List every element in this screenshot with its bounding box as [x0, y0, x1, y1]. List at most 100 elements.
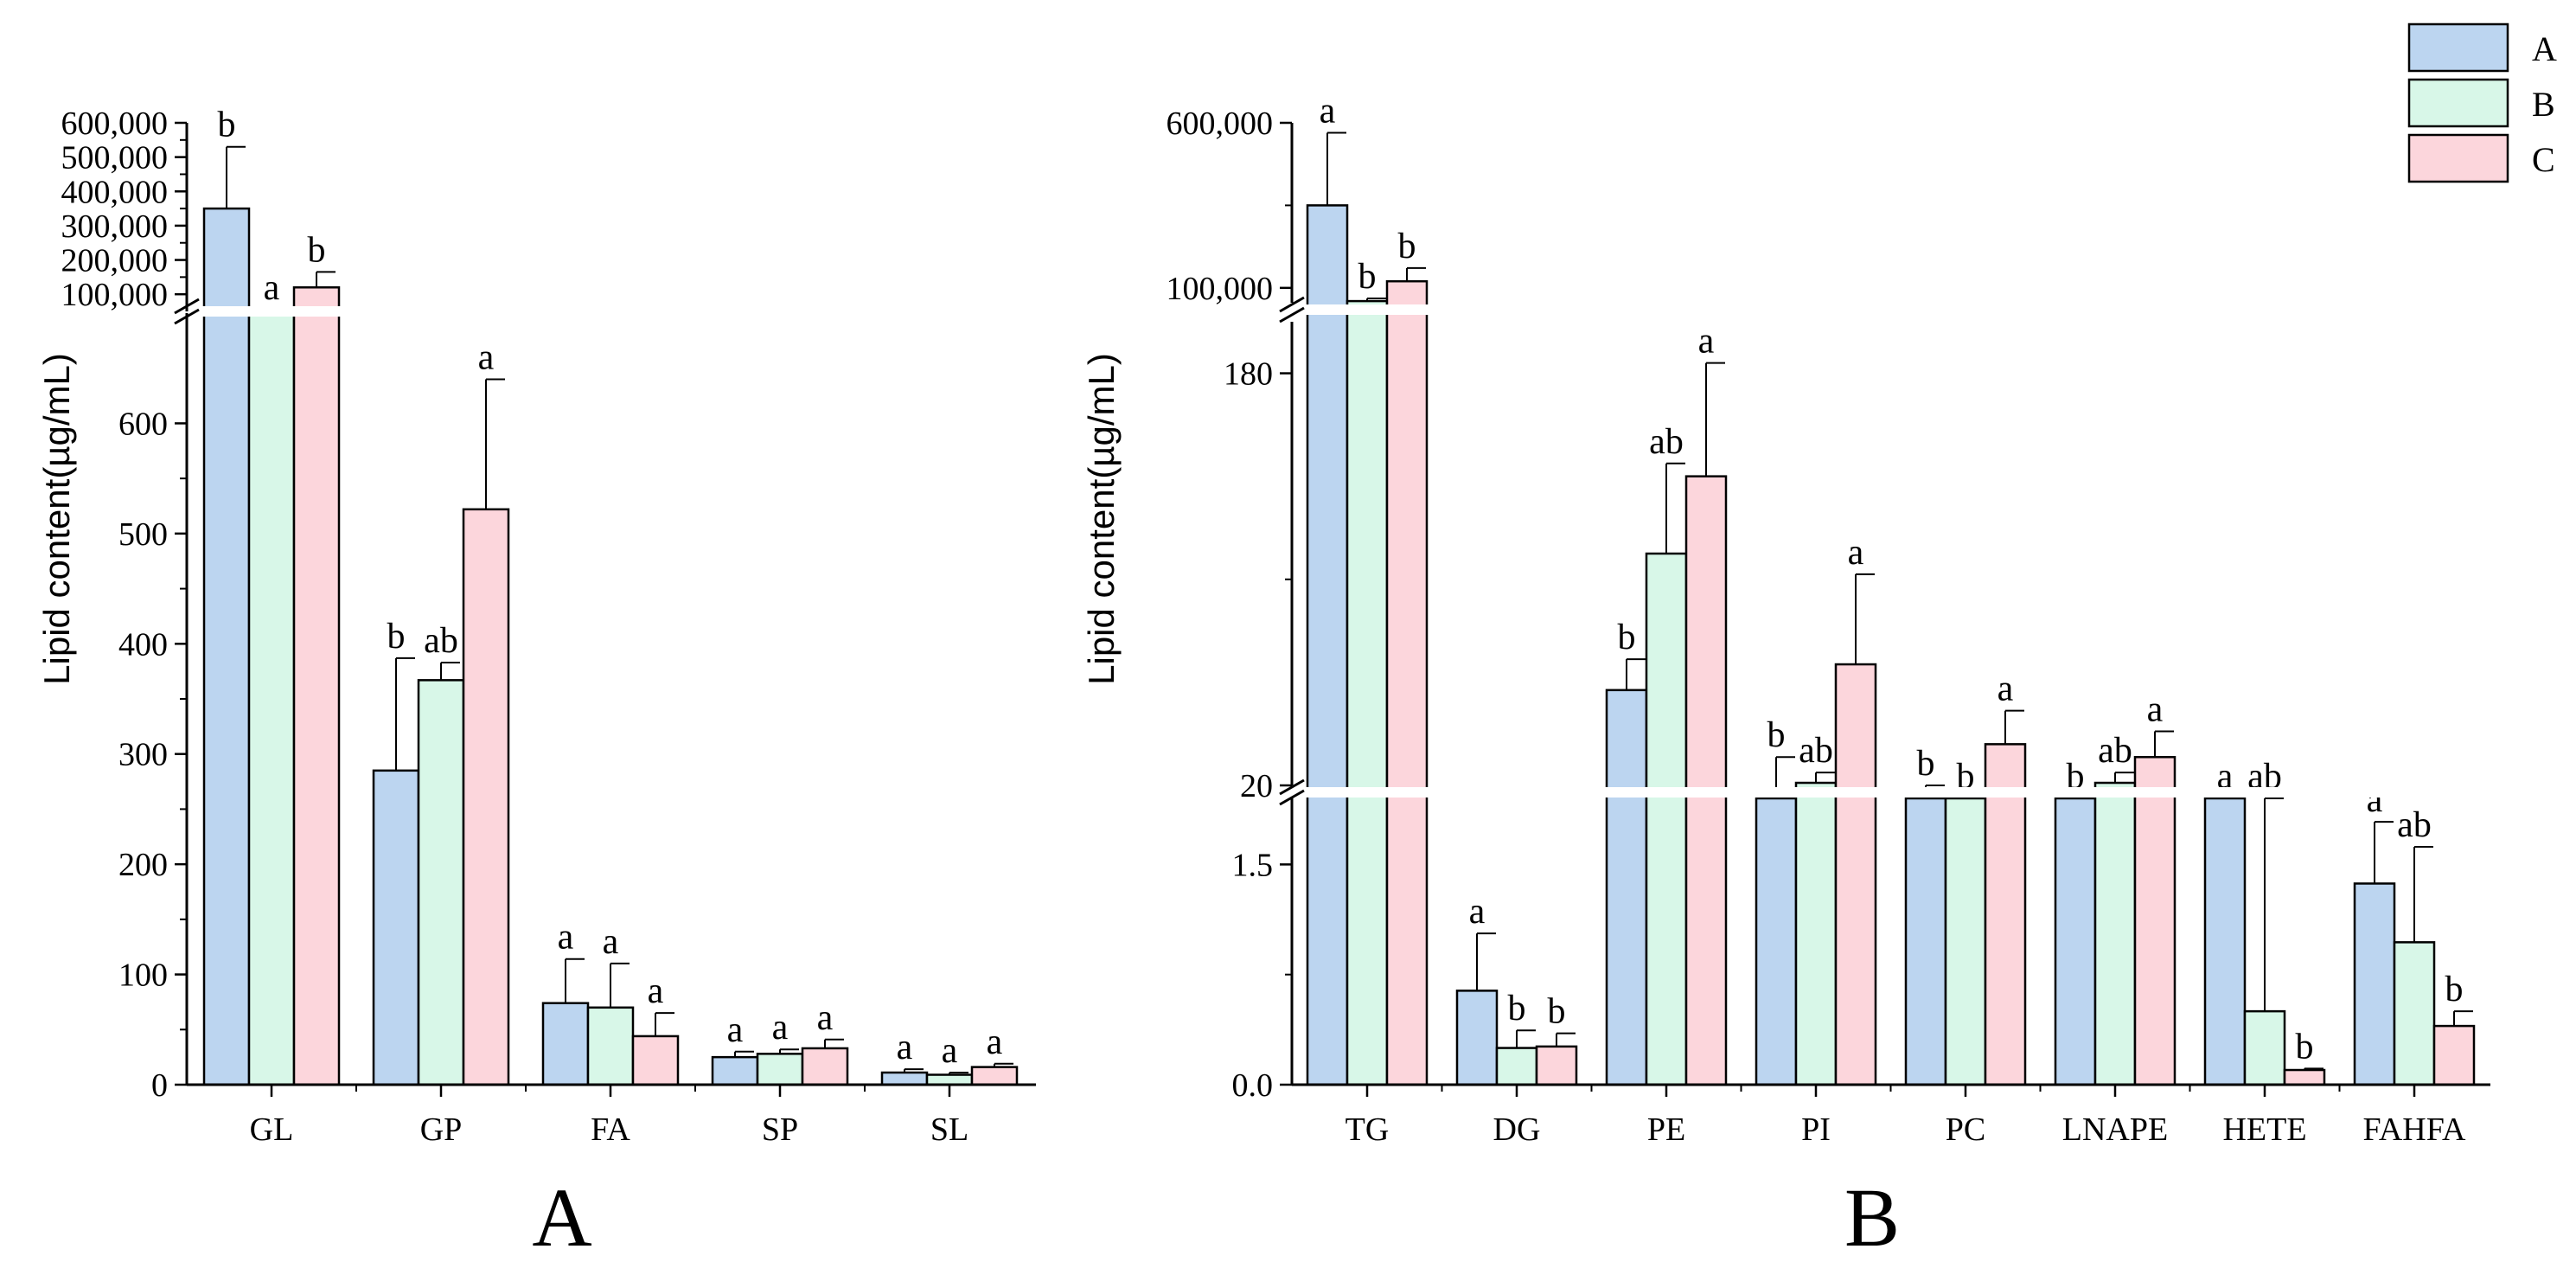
significance-label-B-SL: a	[942, 1031, 958, 1071]
significance-label-B-DG: b	[1508, 989, 1526, 1028]
y-tick-label: 1.5	[1232, 847, 1274, 883]
significance-label-C-PI: a	[1848, 533, 1864, 573]
bar-C-SL	[970, 1066, 1019, 1086]
panel-label: A	[532, 1171, 591, 1262]
y-tick-label: 600,000	[61, 106, 169, 142]
legend-label-A: A	[2532, 29, 2557, 68]
bar-A-PI	[1755, 797, 1798, 1086]
significance-label-A-HETE: a	[2217, 757, 2234, 797]
bar-B-FAHFA	[2393, 941, 2436, 1086]
axis-break-gap	[185, 306, 1038, 317]
significance-label-C-GP: a	[478, 337, 495, 377]
significance-label-A-FA: a	[558, 918, 574, 958]
bar-A-GL	[202, 207, 251, 1086]
significance-label-C-SP: a	[817, 998, 834, 1038]
significance-label-A-LNAPE: b	[2067, 757, 2085, 797]
bar-A-LNAPE	[2054, 797, 2097, 1086]
significance-label-C-PC: a	[1998, 669, 2014, 709]
significance-label-A-SP: a	[727, 1010, 744, 1050]
bar-B-DG	[1495, 1047, 1538, 1086]
axis-break-mark	[1279, 306, 1305, 324]
significance-label-C-FA: a	[648, 971, 664, 1011]
significance-label-B-FA: a	[603, 922, 619, 962]
significance-label-B-PI: ab	[1799, 731, 1833, 771]
bar-B-FA	[586, 1006, 635, 1086]
y-tick-label: 100,000	[61, 277, 169, 313]
bar-B-PE	[1645, 552, 1688, 1086]
x-tick-label: PI	[1801, 1111, 1831, 1148]
y-tick-label: 400,000	[61, 174, 169, 210]
significance-label-C-DG: b	[1548, 992, 1566, 1032]
bar-B-HETE	[2243, 1009, 2286, 1086]
y-tick-label: 180	[1224, 356, 1273, 393]
axis-break-mark	[174, 308, 200, 325]
axis-break-mark	[174, 298, 200, 315]
bar-A-HETE	[2203, 797, 2247, 1086]
bar-B-LNAPE	[2093, 781, 2137, 1086]
significance-label-A-GL: b	[218, 106, 236, 145]
x-tick-label: FAHFA	[2363, 1111, 2467, 1148]
significance-label-B-PE: ab	[1649, 422, 1684, 462]
bar-B-TG	[1346, 299, 1389, 1086]
significance-label-B-PC: b	[1957, 757, 1975, 797]
x-tick-label: GL	[250, 1111, 294, 1148]
panel-label: B	[1844, 1171, 1900, 1262]
x-tick-label: HETE	[2222, 1111, 2306, 1148]
significance-label-B-LNAPE: ab	[2098, 731, 2132, 771]
significance-label-C-GL: b	[308, 230, 326, 270]
bar-B-GP	[417, 679, 465, 1086]
x-tick-label: SP	[762, 1111, 798, 1148]
y-tick-label: 200,000	[61, 243, 169, 279]
bar-A-TG	[1306, 204, 1349, 1086]
significance-label-C-FAHFA: b	[2445, 970, 2464, 1009]
legend: ABC	[2407, 22, 2557, 183]
bar-C-HETE	[2283, 1068, 2326, 1086]
bar-C-GL	[292, 286, 341, 1086]
y-tick-label: 500,000	[61, 140, 169, 176]
y-tick-label: 200	[118, 847, 168, 883]
significance-label-A-GP: b	[387, 617, 406, 657]
x-tick-label: TG	[1346, 1111, 1390, 1148]
y-tick-label: 600,000	[1167, 106, 1274, 142]
significance-label-B-TG: b	[1358, 257, 1377, 297]
legend-swatch-C	[2407, 133, 2509, 183]
y-tick-label: 0	[151, 1067, 168, 1104]
significance-label-A-PE: b	[1618, 618, 1636, 657]
y-axis-label: Lipid content(µg/mL)	[1081, 353, 1122, 685]
bar-C-LNAPE	[2133, 755, 2176, 1086]
legend-label-B: B	[2532, 85, 2555, 124]
axis-break-mark	[1279, 778, 1305, 796]
x-tick-label: LNAPE	[2062, 1111, 2168, 1148]
significance-label-A-SL: a	[897, 1028, 913, 1067]
bar-A-SL	[880, 1071, 929, 1086]
y-tick-label: 600	[118, 406, 168, 442]
bar-C-FAHFA	[2432, 1024, 2476, 1086]
significance-label-C-SL: a	[987, 1022, 1003, 1062]
legend-swatch-B	[2407, 78, 2509, 128]
y-tick-label: 300,000	[61, 208, 169, 245]
y-tick-label: 500	[118, 516, 168, 553]
bar-C-SP	[801, 1047, 849, 1086]
y-tick-label: 0.0	[1232, 1067, 1274, 1104]
significance-label-B-SP: a	[772, 1008, 789, 1047]
x-tick-label: SL	[930, 1111, 968, 1148]
axis-break-mark	[1279, 296, 1305, 313]
x-tick-label: GP	[420, 1111, 463, 1148]
bar-C-GP	[462, 508, 510, 1086]
significance-label-B-GP: ab	[424, 621, 458, 661]
bar-C-PE	[1684, 475, 1728, 1086]
y-tick-label: 300	[118, 737, 168, 773]
y-tick-label: 400	[118, 626, 168, 663]
bar-A-PE	[1605, 689, 1648, 1086]
bar-B-GL	[247, 311, 296, 1086]
bar-B-PI	[1794, 781, 1838, 1086]
significance-label-A-FAHFA: a	[2367, 780, 2383, 820]
significance-label-A-PC: b	[1917, 744, 1935, 784]
bar-C-FA	[631, 1035, 680, 1086]
significance-label-B-FAHFA: ab	[2397, 805, 2432, 845]
bar-C-PC	[1984, 743, 2027, 1086]
bar-B-SL	[925, 1073, 974, 1086]
